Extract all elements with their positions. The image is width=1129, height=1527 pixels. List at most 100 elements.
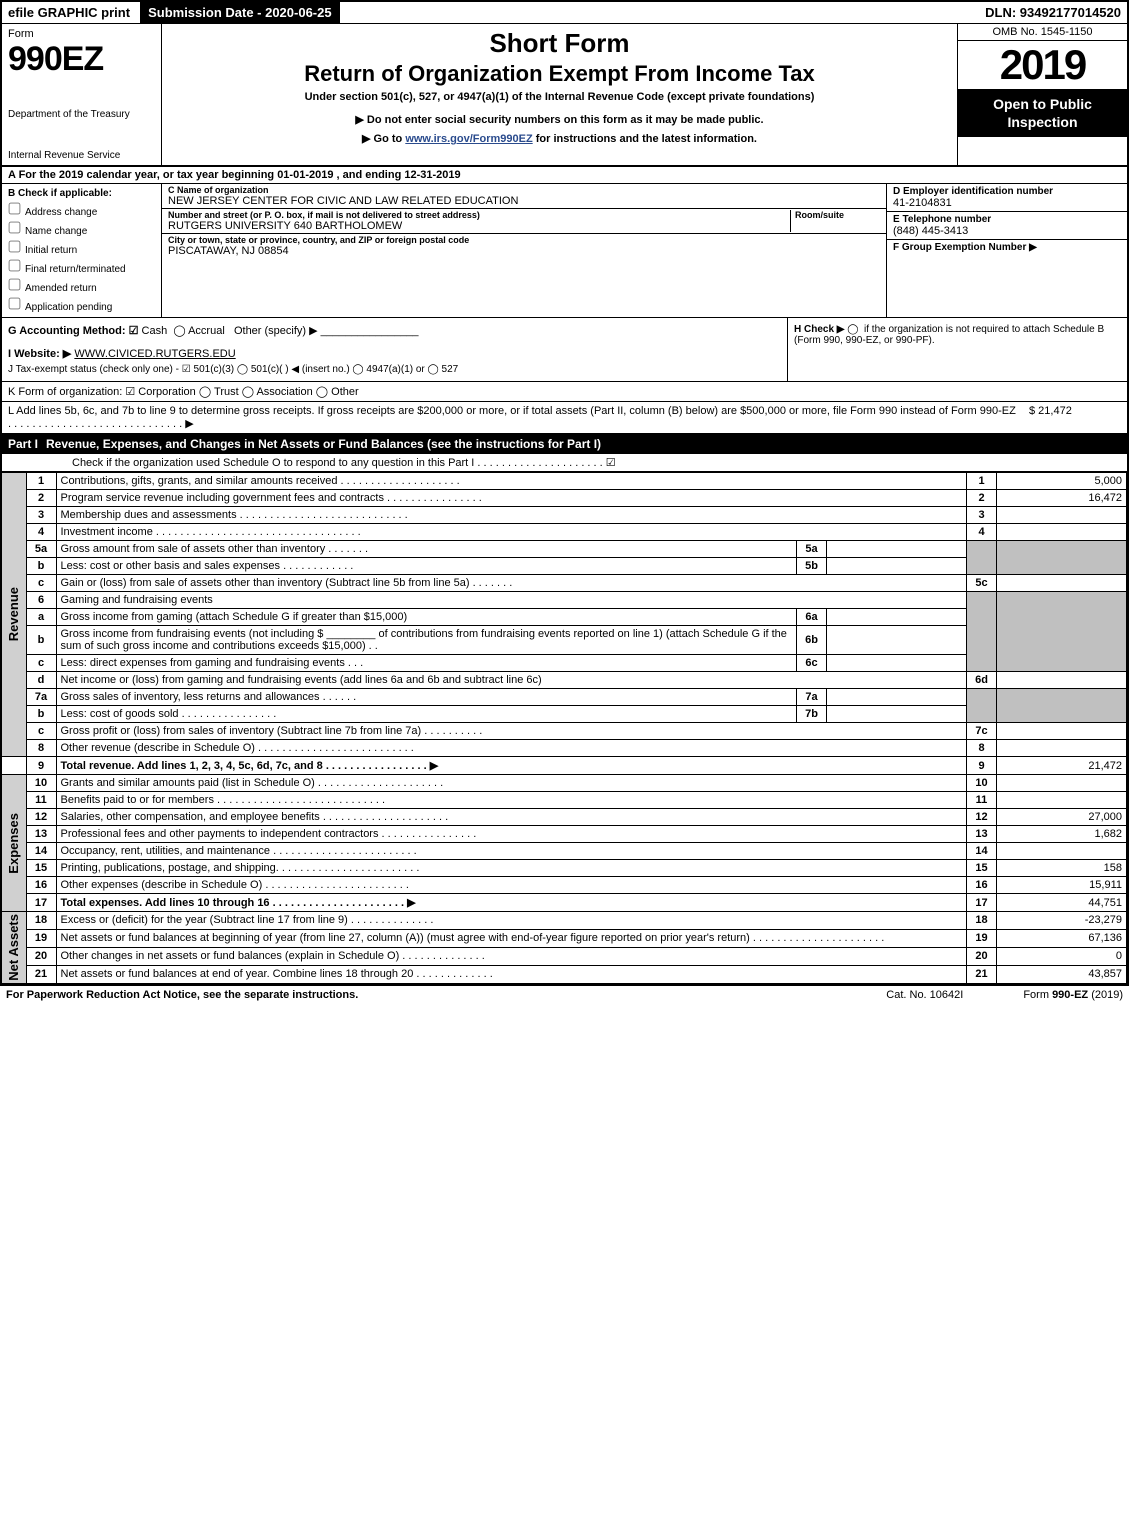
d-ein-row: D Employer identification number 41-2104… [887, 184, 1127, 212]
i-website: WWW.CIVICED.RUTGERS.EDU [74, 348, 235, 360]
c-city-row: City or town, state or province, country… [162, 234, 886, 258]
part1-header: Part I Revenue, Expenses, and Changes in… [2, 434, 1127, 454]
line-5c: c Gain or (loss) from sale of assets oth… [2, 575, 1127, 592]
line-21: 21 Net assets or fund balances at end of… [2, 965, 1127, 983]
side-expenses: Expenses [2, 775, 26, 912]
line-13: 13 Professional fees and other payments … [2, 826, 1127, 843]
cb-name-change[interactable]: Name change [8, 221, 155, 237]
line-6c: c Less: direct expenses from gaming and … [2, 655, 1127, 672]
return-title: Return of Organization Exempt From Incom… [170, 61, 949, 87]
d-grp-label: F Group Exemption Number ▶ [893, 242, 1121, 253]
row-k: K Form of organization: ☑ Corporation ◯ … [2, 382, 1127, 402]
line-4: 4 Investment income . . . . . . . . . . … [2, 524, 1127, 541]
row-g: G Accounting Method: ☑ Cash ◯ Accrual Ot… [2, 318, 787, 381]
line-9: 9 Total revenue. Add lines 1, 2, 3, 4, 5… [2, 757, 1127, 775]
d-tel-value: (848) 445-3413 [893, 225, 1121, 237]
efile-label: efile GRAPHIC print [2, 3, 136, 22]
g-cash-check: ☑ [129, 325, 139, 337]
line-15: 15 Printing, publications, postage, and … [2, 860, 1127, 877]
line-6: 6 Gaming and fundraising events [2, 592, 1127, 609]
line-5a: 5a Gross amount from sale of assets othe… [2, 541, 1127, 558]
g-cash: Cash [142, 325, 168, 337]
c-addr-label: Number and street (or P. O. box, if mail… [168, 210, 790, 220]
g-other: Other (specify) ▶ [234, 325, 318, 337]
footer: For Paperwork Reduction Act Notice, see … [0, 986, 1129, 1004]
l-amount: $ 21,472 [1021, 405, 1121, 430]
goto-prefix: ▶ Go to [362, 133, 405, 145]
line-7a: 7a Gross sales of inventory, less return… [2, 689, 1127, 706]
c-name-label: C Name of organization [168, 185, 880, 195]
cb-application-pending[interactable]: Application pending [8, 297, 155, 313]
c-room-label: Room/suite [795, 210, 880, 220]
part1-title: Revenue, Expenses, and Changes in Net As… [46, 437, 601, 451]
line-7b: b Less: cost of goods sold . . . . . . .… [2, 706, 1127, 723]
line-16: 16 Other expenses (describe in Schedule … [2, 877, 1127, 894]
open-public: Open to Public Inspection [958, 89, 1127, 137]
topbar: efile GRAPHIC print Submission Date - 20… [2, 2, 1127, 24]
under-section: Under section 501(c), 527, or 4947(a)(1)… [170, 91, 949, 103]
irs-label: Internal Revenue Service [8, 150, 155, 161]
d-tel-label: E Telephone number [893, 214, 1121, 225]
line-11: 11 Benefits paid to or for members . . .… [2, 792, 1127, 809]
header-right: OMB No. 1545-1150 2019 Open to Public In… [957, 24, 1127, 165]
h-label: H Check ▶ [794, 324, 847, 335]
cb-amended-return[interactable]: Amended return [8, 278, 155, 294]
cb-initial-return[interactable]: Initial return [8, 240, 155, 256]
row-gh: G Accounting Method: ☑ Cash ◯ Accrual Ot… [2, 318, 1127, 382]
line-20: 20 Other changes in net assets or fund b… [2, 947, 1127, 965]
header-left: Form 990EZ Department of the Treasury In… [2, 24, 162, 165]
line-18: Net Assets 18 Excess or (deficit) for th… [2, 912, 1127, 930]
row-a: A For the 2019 calendar year, or tax yea… [2, 167, 1127, 184]
row-l: L Add lines 5b, 6c, and 7b to line 9 to … [2, 402, 1127, 434]
form-header: Form 990EZ Department of the Treasury In… [2, 24, 1127, 167]
row-j: J Tax-exempt status (check only one) - ☑… [8, 364, 781, 375]
row-h: H Check ▶ ◯ if the organization is not r… [787, 318, 1127, 381]
c-name-value: NEW JERSEY CENTER FOR CIVIC AND LAW RELA… [168, 195, 880, 207]
c-city-label: City or town, state or province, country… [168, 235, 880, 245]
short-form-title: Short Form [170, 28, 949, 59]
goto-link[interactable]: www.irs.gov/Form990EZ [405, 133, 532, 145]
goto-note: ▶ Go to www.irs.gov/Form990EZ for instru… [170, 132, 949, 145]
g-accrual: Accrual [188, 325, 225, 337]
line-14: 14 Occupancy, rent, utilities, and maint… [2, 843, 1127, 860]
c-addr-row: Number and street (or P. O. box, if mail… [162, 209, 886, 234]
donot-note: ▶ Do not enter social security numbers o… [170, 113, 949, 126]
line-6d: d Net income or (loss) from gaming and f… [2, 672, 1127, 689]
line-1: Revenue 1 Contributions, gifts, grants, … [2, 473, 1127, 490]
dln: DLN: 93492177014520 [979, 3, 1127, 22]
c-city-value: PISCATAWAY, NJ 08854 [168, 245, 880, 257]
c-name-row: C Name of organization NEW JERSEY CENTER… [162, 184, 886, 209]
form-label: Form [8, 28, 155, 40]
line-5b: b Less: cost or other basis and sales ex… [2, 558, 1127, 575]
footer-mid: Cat. No. 10642I [886, 989, 963, 1001]
block-d: D Employer identification number 41-2104… [887, 184, 1127, 317]
line-3: 3 Membership dues and assessments . . . … [2, 507, 1127, 524]
block-bcd: B Check if applicable: Address change Na… [2, 184, 1127, 318]
d-tel-row: E Telephone number (848) 445-3413 [887, 212, 1127, 240]
line-10: Expenses 10 Grants and similar amounts p… [2, 775, 1127, 792]
submission-date: Submission Date - 2020-06-25 [140, 2, 340, 23]
header-center: Short Form Return of Organization Exempt… [162, 24, 957, 165]
footer-left: For Paperwork Reduction Act Notice, see … [6, 989, 358, 1001]
side-netassets: Net Assets [2, 912, 26, 984]
footer-right: Form 990-EZ (2019) [1023, 989, 1123, 1001]
d-ein-label: D Employer identification number [893, 186, 1121, 197]
side-revenue: Revenue [2, 473, 26, 757]
cb-final-return[interactable]: Final return/terminated [8, 259, 155, 275]
line-8: 8 Other revenue (describe in Schedule O)… [2, 740, 1127, 757]
form-container: efile GRAPHIC print Submission Date - 20… [0, 0, 1129, 986]
d-ein-value: 41-2104831 [893, 197, 1121, 209]
cb-address-change[interactable]: Address change [8, 202, 155, 218]
line-6a: a Gross income from gaming (attach Sched… [2, 609, 1127, 626]
block-b: B Check if applicable: Address change Na… [2, 184, 162, 317]
omb-number: OMB No. 1545-1150 [958, 24, 1127, 41]
form-number: 990EZ [8, 40, 155, 79]
line-6b: b Gross income from fundraising events (… [2, 626, 1127, 655]
goto-suffix: for instructions and the latest informat… [533, 133, 757, 145]
block-b-header: B Check if applicable: [8, 188, 155, 199]
l-text: L Add lines 5b, 6c, and 7b to line 9 to … [8, 405, 1021, 430]
part1-label: Part I [8, 437, 46, 451]
block-c: C Name of organization NEW JERSEY CENTER… [162, 184, 887, 317]
line-2: 2 Program service revenue including gove… [2, 490, 1127, 507]
part1-check: Check if the organization used Schedule … [2, 454, 1127, 472]
